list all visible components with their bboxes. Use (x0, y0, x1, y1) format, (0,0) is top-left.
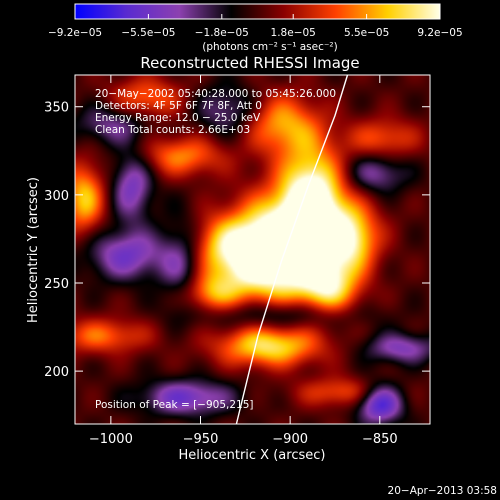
x-axis-label: Heliocentric X (arcsec) (179, 448, 326, 463)
colorbar: −9.2e−05 −5.5e−05 −1.8e−05 1.8e−05 5.5e−05 9.… (48, 3, 463, 39)
colorbar-tick-label: −1.8e−05 (195, 27, 249, 39)
x-tick-label: −850 (362, 432, 398, 447)
solar-limb-curve (235, 74, 349, 425)
x-tick-label: −1000 (89, 432, 133, 447)
annotation-energy-range: Energy Range: 12.0 − 25.0 keV (95, 112, 261, 124)
y-tick-label: 200 (44, 365, 69, 380)
timestamp: 20−Apr−2013 03:58 (388, 485, 497, 497)
colorbar-tick-label: −9.2e−05 (48, 27, 102, 39)
axes: −1000 −950 −900 −850 200 250 300 350 (44, 75, 430, 447)
colorbar-tick-label: −5.5e−05 (121, 27, 175, 39)
colorbar-gradient (74, 3, 441, 20)
heatmap-image (75, 75, 430, 424)
colorbar-tick-label: 9.2e−05 (417, 27, 462, 39)
colorbar-tick-label: 5.5e−05 (344, 27, 389, 39)
annotation-detectors: Detectors: 4F 5F 6F 7F 8F, Att 0 (95, 100, 262, 112)
y-tick-label: 350 (44, 101, 69, 116)
y-tick-label: 300 (44, 189, 69, 204)
plot-frame (74, 74, 431, 425)
annotation-time-range: 20−May−2002 05:40:28.000 to 05:45:26.000 (95, 88, 336, 100)
y-axis-label: Heliocentric Y (arcsec) (26, 177, 41, 323)
colorbar-units-label: (photons cm⁻² s⁻¹ asec⁻²) (202, 41, 337, 53)
y-tick-label: 250 (44, 277, 69, 292)
colorbar-tick-label: 1.8e−05 (271, 27, 316, 39)
x-tick-label: −900 (272, 432, 308, 447)
x-tick-label: −950 (183, 432, 219, 447)
peak-position-label: Position of Peak = [−905,215] (95, 399, 254, 411)
chart-title: Reconstructed RHESSI Image (140, 54, 359, 72)
plot-area: 20−May−2002 05:40:28.000 to 05:45:26.000… (74, 74, 431, 425)
annotation-clean-counts: Clean Total counts: 2.66E+03 (95, 124, 250, 136)
